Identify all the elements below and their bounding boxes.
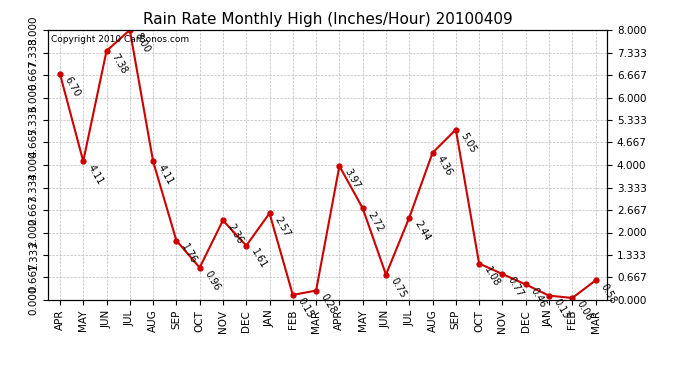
- Text: 8.00: 8.00: [132, 32, 152, 55]
- Text: 3.97: 3.97: [342, 167, 362, 191]
- Text: 6.70: 6.70: [63, 75, 82, 99]
- Text: 0.13: 0.13: [552, 297, 571, 321]
- Text: 5.05: 5.05: [459, 131, 478, 154]
- Text: 0.77: 0.77: [505, 275, 524, 299]
- Text: 2.36: 2.36: [226, 222, 245, 245]
- Text: 0.96: 0.96: [202, 269, 221, 292]
- Text: 0.58: 0.58: [598, 282, 618, 305]
- Text: 0.15: 0.15: [295, 296, 315, 320]
- Text: 4.36: 4.36: [435, 154, 455, 178]
- Text: 2.57: 2.57: [273, 214, 292, 238]
- Title: Rain Rate Monthly High (Inches/Hour) 20100409: Rain Rate Monthly High (Inches/Hour) 201…: [143, 12, 513, 27]
- Text: 0.46: 0.46: [529, 286, 548, 309]
- Text: 1.76: 1.76: [179, 242, 199, 266]
- Text: 0.06: 0.06: [575, 299, 594, 323]
- Text: 0.28: 0.28: [319, 292, 338, 315]
- Text: 4.11: 4.11: [156, 163, 175, 186]
- Text: 4.11: 4.11: [86, 163, 106, 186]
- Text: Copyright 2010 CarBonos.com: Copyright 2010 CarBonos.com: [51, 35, 189, 44]
- Text: 0.75: 0.75: [388, 276, 408, 300]
- Text: 2.72: 2.72: [366, 210, 385, 233]
- Text: 2.44: 2.44: [412, 219, 431, 243]
- Text: 7.38: 7.38: [109, 53, 129, 76]
- Text: 1.61: 1.61: [249, 247, 268, 271]
- Text: 1.08: 1.08: [482, 265, 501, 288]
